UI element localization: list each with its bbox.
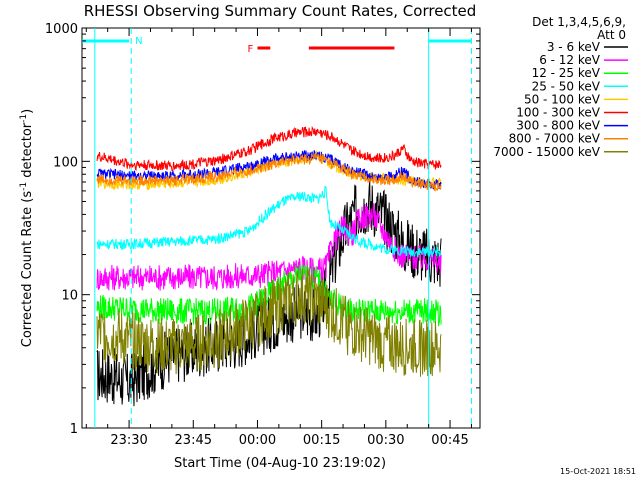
- axes-layer: 1 10 100 1000 23:30 23:45 00:00 00:15 00:30 00:45: [45, 22, 480, 448]
- flag-label-f: F: [247, 44, 253, 55]
- legend-label: 100 - 300 keV: [516, 106, 600, 120]
- x-tick-label: 00:15: [303, 433, 340, 448]
- x-tick-label: 00:00: [239, 433, 276, 448]
- y-tick-label: 1000: [45, 22, 78, 37]
- y-axis-label-part1: Corrected Count Rate (s: [20, 191, 35, 348]
- legend-label: 300 - 800 keV: [516, 119, 600, 133]
- legend-label: 50 - 100 keV: [524, 92, 601, 106]
- y-tick-label: 100: [53, 155, 78, 170]
- plot-border: [81, 27, 481, 429]
- y-axis-label-sup2: -1: [19, 114, 29, 123]
- legend-label: 7000 - 15000 keV: [493, 145, 600, 159]
- y-axis-label: Corrected Count Rate (s-1 detector-1): [19, 109, 35, 347]
- x-axis-label: Start Time (04-Aug-10 23:19:02): [174, 456, 386, 471]
- series-line-1: [96, 203, 442, 291]
- y-tick-label: 1: [70, 422, 78, 437]
- legend-label: 3 - 6 keV: [547, 40, 601, 54]
- series-line-7: [96, 152, 442, 192]
- chart-title: RHESSI Observing Summary Count Rates, Co…: [84, 2, 477, 20]
- plot-area: [81, 27, 481, 429]
- legend-label: 6 - 12 keV: [539, 53, 601, 67]
- legend-header-line1: Det 1,3,4,5,6,9,: [532, 15, 626, 29]
- flag-layer: NF: [82, 28, 472, 428]
- legend-label: 800 - 7000 keV: [509, 132, 601, 146]
- series-line-0: [96, 180, 442, 407]
- legend-label: 25 - 50 keV: [532, 79, 601, 93]
- series-line-5: [96, 125, 442, 172]
- y-axis-label-part2: detector: [20, 122, 35, 182]
- series-line-3: [96, 185, 442, 258]
- x-tick-label: 23:30: [110, 433, 147, 448]
- y-axis-label-part3: ): [20, 109, 35, 114]
- x-tick-label: 00:45: [431, 433, 468, 448]
- y-tick-label: 10: [61, 289, 78, 304]
- series-line-8: [96, 268, 442, 377]
- series-line-2: [96, 264, 442, 327]
- x-tick-label: 00:30: [367, 433, 404, 448]
- x-tick-label: 23:45: [175, 433, 212, 448]
- footer-date: 15-Oct-2021 18:51: [560, 467, 636, 476]
- legend-header-line2: Att 0: [597, 28, 626, 42]
- y-axis-label-sup1: -1: [19, 182, 29, 191]
- series-layer: [96, 125, 442, 407]
- flag-label-n: N: [135, 36, 142, 47]
- legend-label: 12 - 25 keV: [532, 66, 601, 80]
